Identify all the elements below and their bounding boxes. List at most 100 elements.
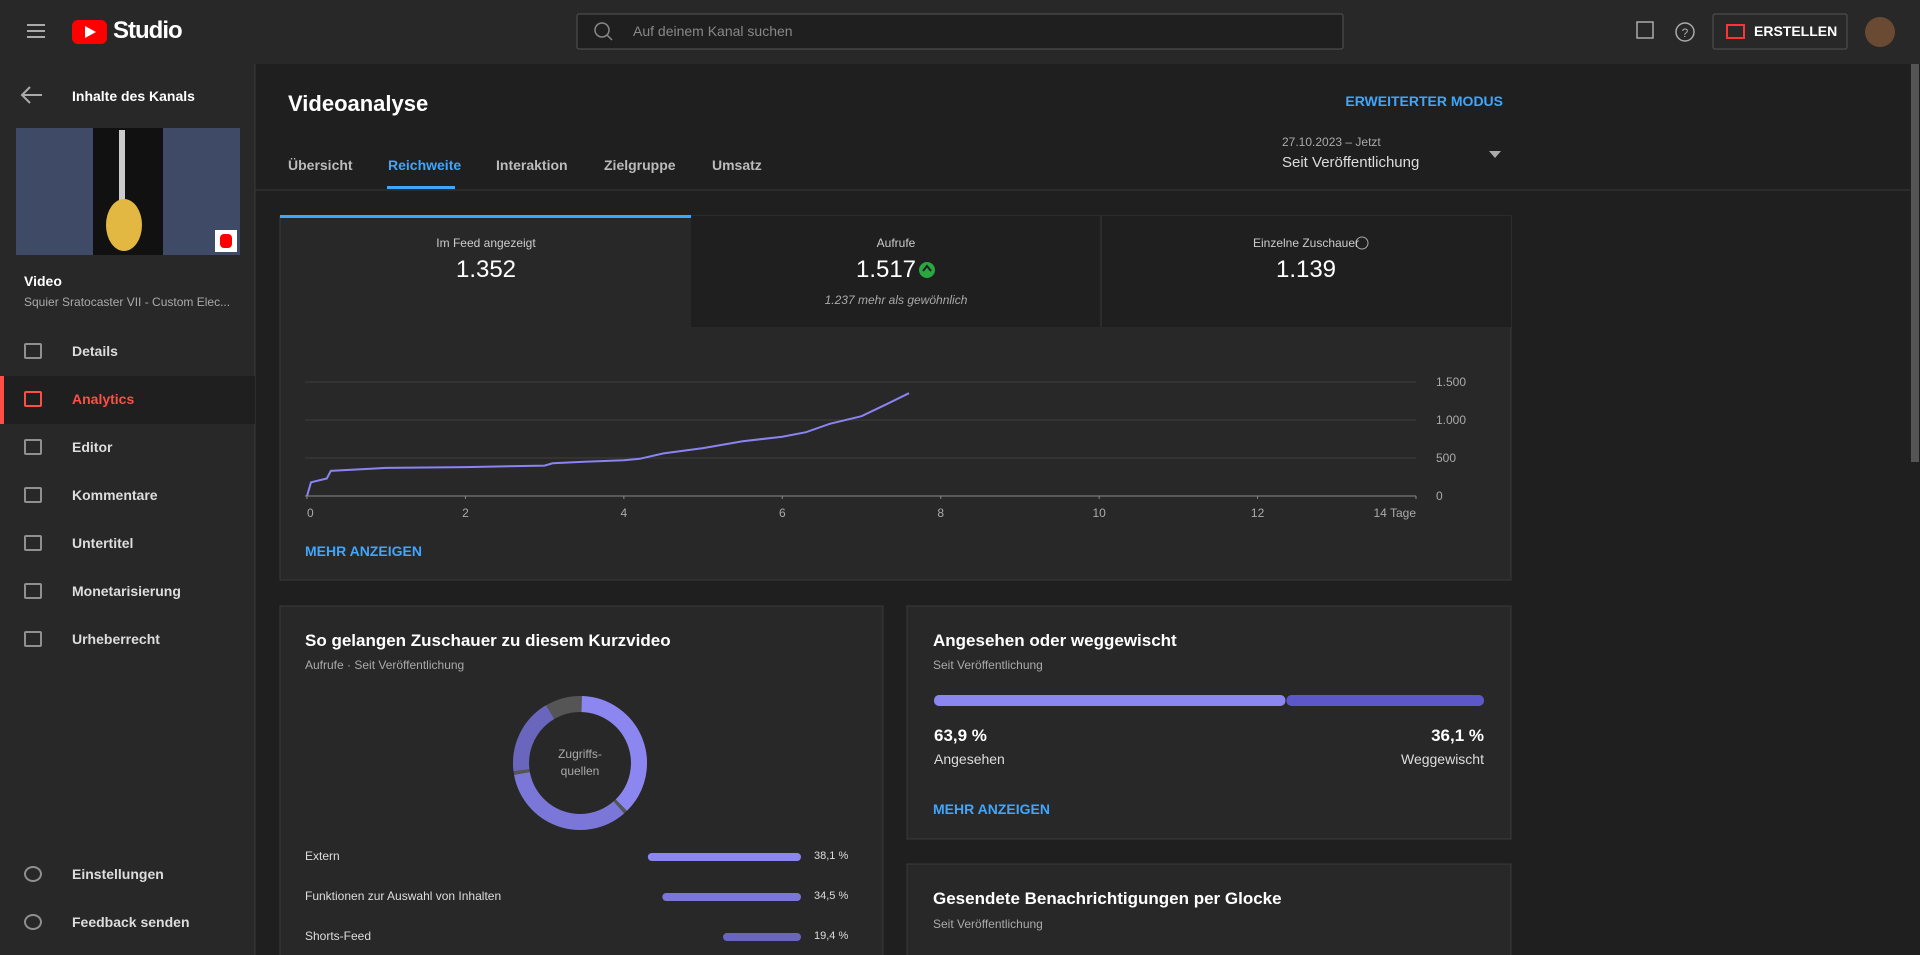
nav-icon xyxy=(24,583,42,599)
nav-icon xyxy=(24,866,42,882)
source-label: Funktionen zur Auswahl von Inhalten xyxy=(305,889,502,903)
y-tick-label: 1.000 xyxy=(1436,413,1466,427)
help-icon[interactable] xyxy=(1675,22,1695,42)
tab[interactable]: Interaktion xyxy=(496,157,568,173)
nav-item[interactable]: Editor xyxy=(72,439,113,455)
tab[interactable]: Reichweite xyxy=(388,157,462,173)
donut-center: quellen xyxy=(561,764,600,778)
swipe-value: 36,1 % xyxy=(1431,726,1484,745)
nav-icon xyxy=(24,914,42,930)
metric-label: Im Feed angezeigt xyxy=(436,236,536,250)
nav-item[interactable]: Analytics xyxy=(72,391,135,407)
video-title: Squier Sratocaster VII - Custom Elec... xyxy=(24,295,231,309)
source-bar xyxy=(647,853,801,861)
card-title: Gesendete Benachrichtigungen per Glocke xyxy=(933,889,1282,908)
y-tick-label: 500 xyxy=(1436,451,1456,465)
period[interactable]: Seit Veröffentlichung xyxy=(1282,154,1420,171)
more-link[interactable]: MEHR ANZEIGEN xyxy=(305,543,422,559)
donut-center: Zugriffs- xyxy=(558,747,602,761)
avatar[interactable] xyxy=(1865,17,1895,47)
metric-label: Einzelne Zuschauer xyxy=(1252,236,1360,250)
thumbnail xyxy=(119,130,125,200)
shorts-badge xyxy=(220,234,232,248)
messages-icon[interactable] xyxy=(1636,21,1654,39)
nav-icon xyxy=(24,343,42,359)
thumbnail xyxy=(106,199,142,251)
help-icon: ? xyxy=(1682,26,1689,40)
menu-icon[interactable] xyxy=(27,24,45,38)
source-label: Shorts-Feed xyxy=(305,929,372,943)
nav-active xyxy=(0,376,4,424)
nav-active xyxy=(0,376,255,424)
swipe-label: Angesehen xyxy=(934,751,1005,767)
create-label[interactable]: ERSTELLEN xyxy=(1754,23,1838,39)
donut-segment xyxy=(514,771,625,830)
donut-segment xyxy=(513,705,555,772)
video-heading: Video xyxy=(24,273,62,289)
x-tick-label: 0 xyxy=(307,506,314,520)
search-icon xyxy=(594,22,610,38)
source-value: 34,5 % xyxy=(814,890,849,902)
card-subtitle: Seit Veröffentlichung xyxy=(933,917,1043,931)
tab[interactable]: Umsatz xyxy=(712,157,762,173)
metric-note: 1.237 mehr als gewöhnlich xyxy=(824,293,968,307)
nav-item[interactable]: Untertitel xyxy=(72,535,134,551)
card-subtitle: Seit Veröffentlichung xyxy=(933,658,1043,672)
date-range[interactable]: 27.10.2023 – Jetzt xyxy=(1282,135,1381,149)
nav-icon xyxy=(24,439,42,455)
swipe-label: Weggewischt xyxy=(1400,751,1484,767)
logo-text: Studio xyxy=(113,17,183,44)
y-tick-label: 1.500 xyxy=(1436,375,1466,389)
card-title: So gelangen Zuschauer zu diesem Kurzvide… xyxy=(305,631,671,650)
x-tick-label: 12 xyxy=(1251,506,1265,520)
nav-item[interactable]: Einstellungen xyxy=(72,866,164,882)
card-subtitle: Aufrufe · Seit Veröffentlichung xyxy=(305,658,465,672)
up-icon xyxy=(922,264,932,272)
dropdown-icon[interactable] xyxy=(1489,151,1501,158)
tab[interactable]: Übersicht xyxy=(288,157,353,173)
nav-item[interactable]: Feedback senden xyxy=(72,914,190,930)
search-box[interactable] xyxy=(576,13,1344,50)
page-title: Videoanalyse xyxy=(288,91,429,116)
card-title: Angesehen oder weggewischt xyxy=(933,631,1177,650)
swipe-segment xyxy=(934,695,1286,706)
nav-icon xyxy=(24,391,42,407)
search-icon xyxy=(606,34,613,41)
nav-item[interactable]: Urheberrecht xyxy=(72,631,160,647)
tab[interactable]: Zielgruppe xyxy=(604,157,676,173)
source-label: Extern xyxy=(305,849,340,863)
bell-card xyxy=(906,863,1512,955)
search-placeholder: Auf deinem Kanal suchen xyxy=(633,23,793,39)
back-link[interactable]: Inhalte des Kanals xyxy=(72,88,195,104)
back-icon xyxy=(20,86,31,104)
metric-label: Aufrufe xyxy=(876,236,916,250)
x-tick-label: 14 Tage xyxy=(1374,506,1417,520)
create-icon xyxy=(1726,24,1745,39)
line-series xyxy=(306,392,910,497)
nav-item[interactable]: Monetarisierung xyxy=(72,583,181,599)
source-value: 19,4 % xyxy=(814,930,849,942)
swipe-card xyxy=(906,605,1512,840)
create-button[interactable] xyxy=(1712,13,1848,50)
advanced-mode[interactable]: ERWEITERTER MODUS xyxy=(1345,93,1503,109)
more-link[interactable]: MEHR ANZEIGEN xyxy=(933,801,1050,817)
metric-value: 1.139 xyxy=(1275,256,1337,283)
logo-play xyxy=(85,26,96,38)
donut-segment xyxy=(581,696,647,811)
x-tick-label: 4 xyxy=(621,506,628,520)
metric-value: 1.517 xyxy=(855,256,917,283)
y-tick-label: 0 xyxy=(1436,489,1443,503)
x-tick-label: 2 xyxy=(462,506,469,520)
metric-value: 1.352 xyxy=(455,256,517,283)
source-value: 38,1 % xyxy=(814,850,849,862)
swipe-value: 63,9 % xyxy=(934,726,987,745)
info-icon xyxy=(1355,236,1369,250)
x-tick-label: 8 xyxy=(937,506,944,520)
swipe-segment xyxy=(1286,695,1484,706)
nav-item[interactable]: Kommentare xyxy=(72,487,158,503)
source-bar xyxy=(662,893,801,901)
nav-item[interactable]: Details xyxy=(72,343,118,359)
metric-indicator xyxy=(280,215,691,218)
tab-indicator xyxy=(387,186,455,189)
